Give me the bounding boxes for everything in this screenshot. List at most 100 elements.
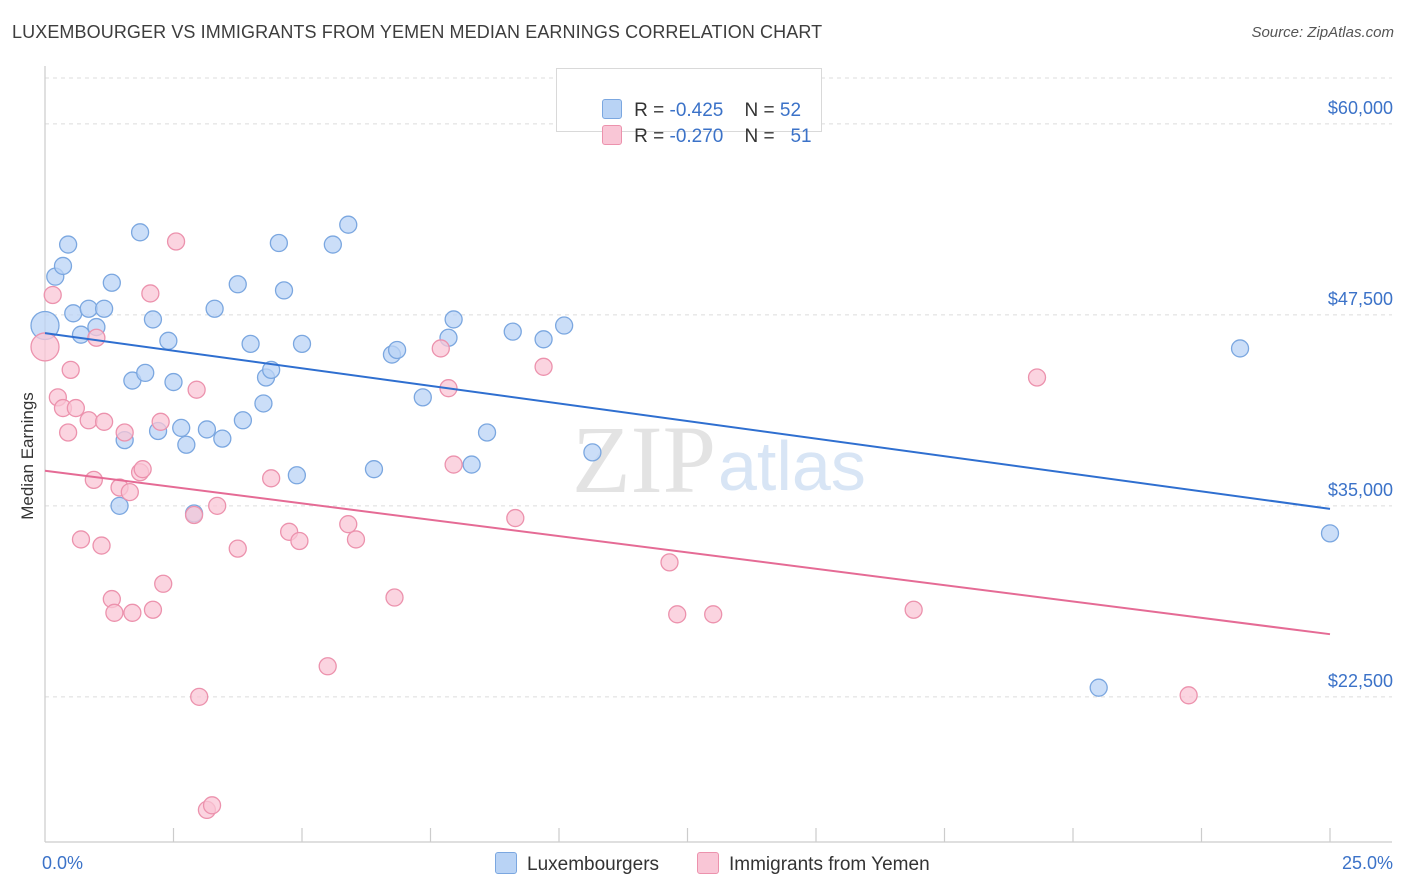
point-yemen-45 [660, 553, 679, 572]
point-yemen-25 [166, 232, 186, 251]
blue-swatch [495, 852, 517, 874]
y-tick-label-0: $22,500 [1328, 671, 1393, 691]
point-luxembourgers-13 [130, 223, 150, 242]
watermark-atlas: atlas [718, 427, 866, 505]
point-luxembourgers-23 [205, 299, 224, 318]
point-yemen-12 [94, 412, 114, 431]
point-luxembourgers-19 [172, 418, 191, 438]
point-luxembourgers-46 [534, 330, 553, 349]
point-yemen-1 [43, 285, 62, 305]
point-luxembourgers-44 [477, 423, 497, 442]
point-yemen-26 [184, 505, 204, 525]
point-luxembourgers-45 [503, 322, 522, 341]
r-label: R = [634, 100, 670, 121]
point-luxembourgers-33 [287, 466, 307, 485]
point-yemen-31 [208, 496, 227, 515]
point-yemen-49 [1027, 368, 1047, 387]
point-yemen-35 [290, 531, 309, 551]
point-luxembourgers-27 [241, 334, 260, 354]
point-yemen-16 [115, 423, 134, 442]
point-luxembourgers-28 [254, 394, 273, 413]
point-yemen-44 [534, 357, 553, 376]
point-luxembourgers-10 [110, 496, 129, 515]
point-yemen-30 [202, 796, 222, 815]
legend-item-immigrants-from-yemen: Immigrants from Yemen [697, 852, 930, 876]
pink-swatch [602, 125, 623, 145]
point-yemen-37 [339, 515, 358, 534]
point-yemen-33 [262, 469, 281, 488]
gridlines [45, 77, 1392, 698]
point-luxembourgers-31 [269, 233, 289, 253]
legend-row-luxembourgers: R = -0.425 N = 52 [581, 77, 801, 121]
point-luxembourgers-24 [213, 429, 232, 448]
n-label: N = [744, 100, 780, 121]
point-yemen-21 [141, 284, 160, 303]
point-luxembourgers-2 [53, 256, 73, 276]
point-luxembourgers-5 [71, 325, 91, 344]
correlation-legend: R = -0.425 N = 52 R = -0.270 N = 51 [556, 68, 822, 147]
point-yemen-8 [79, 411, 98, 430]
legend-label: Immigrants from Yemen [729, 854, 930, 875]
x-tick-label-max: 25.0% [1342, 853, 1393, 873]
trend-line-luxembourgers [44, 332, 1331, 510]
point-yemen-10 [87, 328, 106, 347]
point-luxembourgers-36 [339, 215, 358, 234]
n-label: N = [744, 126, 780, 147]
point-yemen-42 [444, 455, 463, 474]
y-tick-label-1: $35,000 [1328, 480, 1393, 500]
point-luxembourgers-25 [228, 275, 247, 294]
point-yemen-39 [385, 588, 404, 607]
point-yemen-24 [154, 574, 173, 593]
point-yemen-23 [151, 412, 170, 431]
point-luxembourgers-6 [79, 299, 98, 318]
point-yemen-11 [92, 536, 111, 555]
blue-swatch [602, 99, 623, 119]
series-luxembourgers [30, 215, 1340, 697]
point-luxembourgers-37 [364, 460, 384, 479]
y-tick-label-3: $60,000 [1328, 98, 1393, 118]
point-yemen-40 [431, 339, 450, 358]
point-yemen-43 [506, 508, 525, 528]
point-yemen-50 [1179, 686, 1198, 705]
point-luxembourgers-42 [444, 310, 463, 329]
point-yemen-27 [187, 380, 206, 399]
point-luxembourgers-22 [197, 420, 217, 439]
point-luxembourgers-9 [102, 273, 121, 292]
point-yemen-9 [84, 470, 103, 490]
n-value: 52 [779, 100, 802, 121]
source-label: Source: ZipAtlas.com [1251, 24, 1394, 41]
point-luxembourgers-51 [1320, 524, 1340, 543]
point-yemen-6 [66, 398, 85, 418]
y-axis-tick-labels: $22,500 $35,000 $47,500 $60,000 [1328, 98, 1393, 691]
y-tick-label-2: $47,500 [1328, 289, 1393, 309]
point-yemen-46 [668, 605, 687, 624]
point-yemen-5 [61, 360, 80, 379]
point-luxembourgers-20 [177, 435, 196, 454]
point-luxembourgers-43 [462, 455, 481, 474]
point-yemen-0 [30, 332, 60, 362]
point-yemen-18 [123, 603, 142, 622]
chart-title: LUXEMBOURGER VS IMMIGRANTS FROM YEMEN ME… [12, 22, 823, 42]
point-luxembourgers-26 [233, 411, 253, 430]
point-luxembourgers-47 [554, 316, 574, 335]
series-immigrants-from-yemen-points [30, 232, 1198, 820]
point-luxembourgers-35 [323, 235, 342, 254]
point-yemen-47 [704, 605, 723, 624]
point-yemen-22 [143, 600, 163, 619]
point-yemen-17 [120, 482, 139, 502]
y-axis-label: Median Earnings [18, 392, 37, 520]
trend-line-immigrants-from-yemen [44, 469, 1331, 636]
point-luxembourgers-4 [64, 304, 83, 323]
point-luxembourgers-8 [94, 299, 114, 318]
r-value: -0.425 [669, 100, 724, 121]
point-luxembourgers-15 [143, 310, 163, 329]
n-value: 51 [790, 126, 812, 147]
point-luxembourgers-34 [292, 334, 312, 354]
point-yemen-36 [318, 657, 337, 676]
point-luxembourgers-39 [387, 340, 407, 360]
point-yemen-48 [904, 600, 923, 619]
point-luxembourgers-32 [274, 281, 294, 300]
point-luxembourgers-48 [583, 443, 602, 462]
point-luxembourgers-17 [159, 331, 178, 350]
